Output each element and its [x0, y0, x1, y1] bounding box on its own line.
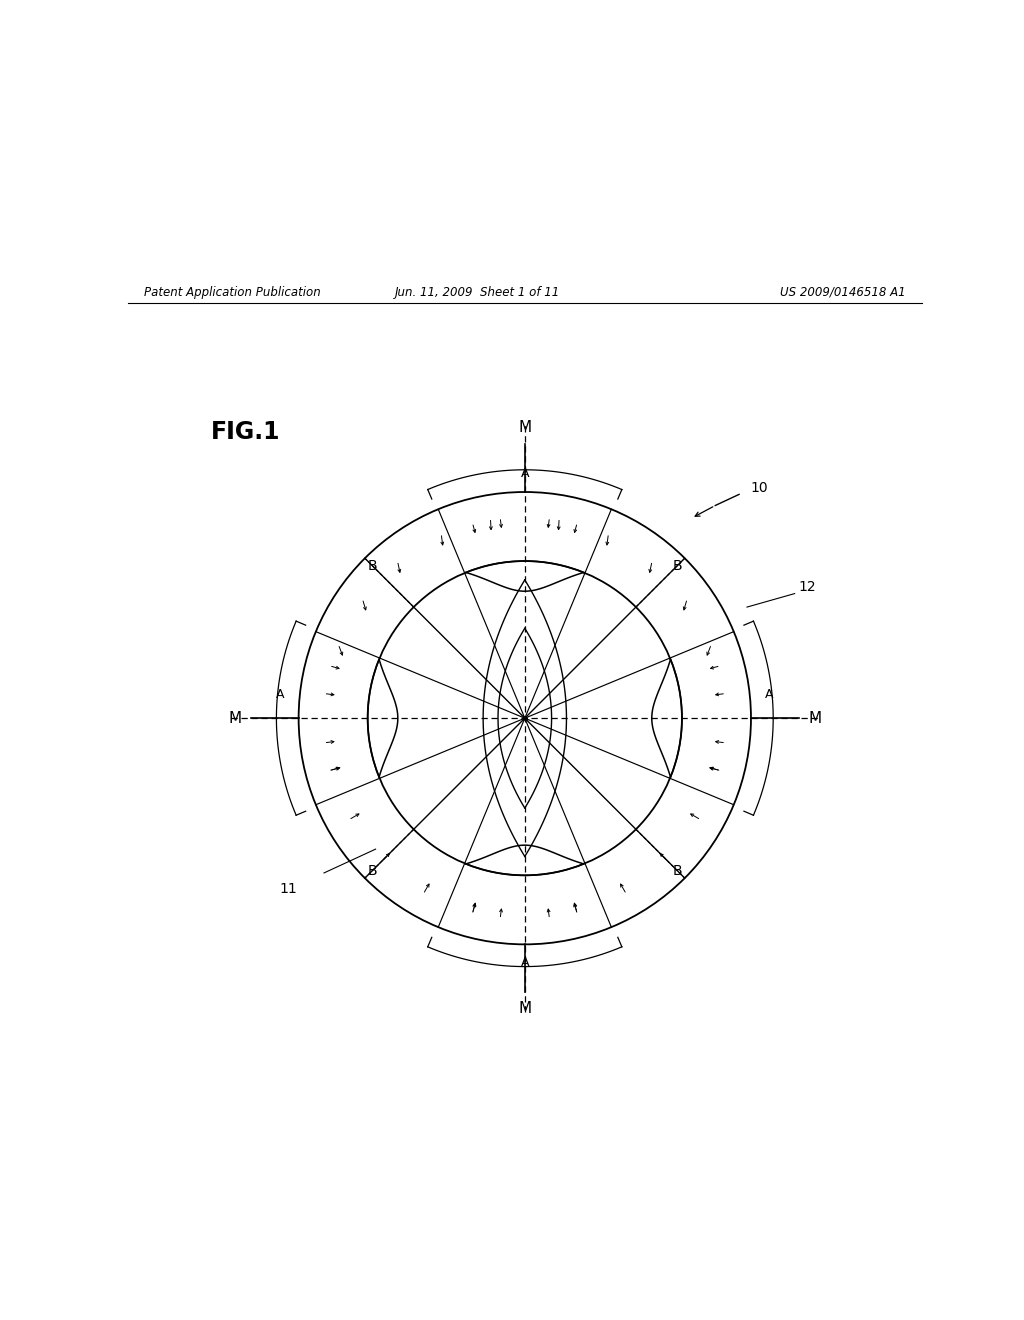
Text: B: B	[368, 863, 377, 878]
Text: A: A	[765, 688, 773, 701]
Text: B: B	[368, 558, 377, 573]
Text: M: M	[808, 710, 821, 726]
Text: A: A	[276, 688, 285, 701]
Text: FIG.1: FIG.1	[211, 421, 281, 445]
Text: 11: 11	[280, 882, 297, 896]
Text: Jun. 11, 2009  Sheet 1 of 11: Jun. 11, 2009 Sheet 1 of 11	[394, 285, 560, 298]
Text: US 2009/0146518 A1: US 2009/0146518 A1	[780, 285, 905, 298]
Text: M: M	[228, 710, 242, 726]
Text: M: M	[518, 420, 531, 434]
Text: 10: 10	[751, 480, 768, 495]
Text: B: B	[673, 863, 682, 878]
Text: A: A	[520, 467, 529, 480]
Text: 12: 12	[799, 581, 816, 594]
Text: A: A	[520, 956, 529, 969]
Text: M: M	[518, 1002, 531, 1016]
Text: Patent Application Publication: Patent Application Publication	[143, 285, 321, 298]
Text: B: B	[673, 558, 682, 573]
